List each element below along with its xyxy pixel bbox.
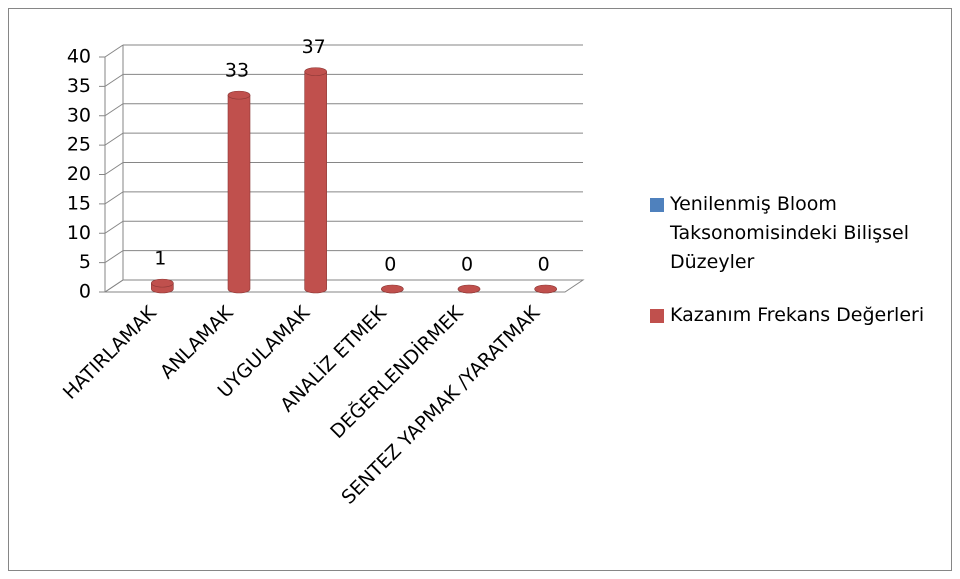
legend-label: Kazanım Frekans Değerleri (670, 304, 925, 326)
y-tick-label: 25 (67, 134, 91, 156)
grid-line (104, 250, 124, 264)
value-label: 0 (384, 254, 396, 276)
legend-swatch (650, 309, 664, 323)
bar-part (304, 71, 327, 294)
y-tick-label: 10 (67, 222, 91, 244)
bar-part (534, 284, 557, 294)
y-tick-label: 5 (79, 251, 91, 273)
value-label: 33 (225, 60, 249, 82)
grid-line (104, 191, 124, 205)
bar-part (381, 284, 404, 294)
legend-swatch (650, 198, 664, 212)
bar-part (304, 67, 327, 76)
y-tick-label: 0 (79, 281, 91, 303)
grid-line (104, 279, 124, 293)
y-tick-label: 20 (67, 163, 91, 185)
grid-line (104, 162, 124, 175)
bar-part (227, 90, 251, 100)
bar (227, 90, 251, 294)
grid-line (104, 220, 124, 234)
legend-entry: Kazanım Frekans Değerleri (648, 301, 948, 330)
value-label: 0 (538, 254, 550, 276)
value-label: 1 (154, 248, 166, 270)
bar (304, 67, 327, 294)
y-tick-label: 40 (67, 46, 91, 68)
grid-line (104, 44, 124, 58)
legend-label: Yenilenmiş Bloom Taksonomisindeki Bilişs… (670, 193, 910, 273)
legend-entry: Yenilenmiş Bloom Taksonomisindeki Bilişs… (648, 190, 948, 277)
bar (151, 278, 174, 294)
value-label: 0 (461, 254, 473, 276)
bar-part (227, 94, 251, 294)
grid-line (104, 132, 124, 146)
bar-part (151, 278, 174, 288)
bar (457, 284, 481, 294)
grid-line (104, 103, 124, 117)
value-label: 37 (302, 36, 326, 58)
y-tick-label: 30 (67, 104, 91, 126)
y-tick-label: 35 (67, 75, 91, 97)
bar-part (457, 284, 481, 294)
y-tick-label: 15 (67, 192, 91, 214)
bar (381, 284, 404, 294)
bar (534, 284, 557, 294)
grid-line (104, 73, 124, 87)
